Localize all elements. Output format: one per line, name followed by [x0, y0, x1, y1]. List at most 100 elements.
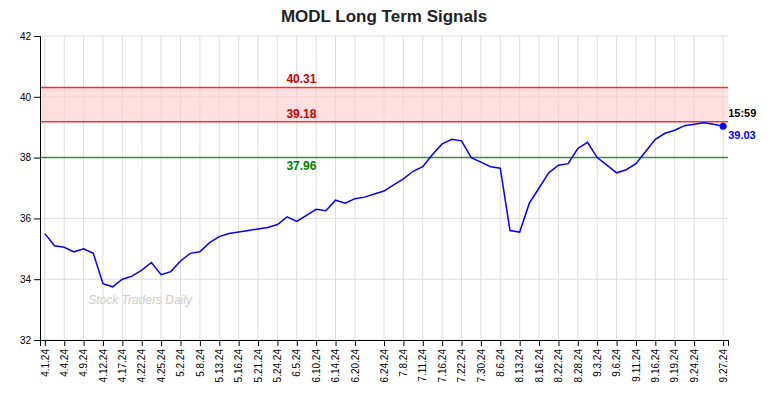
- tick-mark: [45, 340, 46, 346]
- grid-line: [635, 36, 636, 340]
- grid-line: [335, 36, 336, 340]
- reference-line: [40, 121, 728, 123]
- tick-mark: [316, 340, 317, 346]
- last-price: 39.03: [728, 129, 756, 141]
- tick-label: 5.8.24: [195, 349, 206, 377]
- tick-mark: [500, 340, 501, 346]
- grid-line: [44, 36, 45, 340]
- tick-label: 5.24.24: [272, 349, 283, 383]
- reference-label: 39.18: [286, 107, 316, 121]
- chart: 3234363840424.1.244.4.244.9.244.12.244.1…: [0, 0, 784, 398]
- grid-line: [674, 36, 675, 340]
- tick-mark: [200, 340, 201, 346]
- tick-mark: [258, 340, 259, 346]
- grid-line: [442, 36, 443, 340]
- reference-label: 37.96: [286, 159, 316, 173]
- tick: 4.17.24: [117, 340, 128, 382]
- tick-label: 7.16.24: [437, 349, 448, 383]
- tick-mark: [723, 340, 724, 346]
- tick-label: 5.21.24: [253, 349, 264, 383]
- tick: 4.4.24: [59, 340, 70, 377]
- tick-mark: [34, 36, 40, 37]
- tick: 4.22.24: [136, 340, 147, 382]
- tick: 7.30.24: [476, 340, 487, 382]
- tick-label: 9.6.24: [611, 349, 622, 377]
- tick-label: 38: [20, 152, 32, 163]
- tick-mark: [597, 340, 598, 346]
- tick: 8.6.24: [495, 340, 506, 377]
- grid-line: [40, 157, 728, 158]
- tick-label: 42: [20, 31, 32, 42]
- axis-line: [34, 37, 41, 341]
- tick-mark: [617, 340, 618, 346]
- tick: 5.24.24: [272, 340, 283, 382]
- tick: 7.16.24: [437, 340, 448, 382]
- grid-line: [655, 36, 656, 340]
- reference-label: 40.31: [286, 72, 316, 86]
- tick-label: 4.1.24: [40, 349, 51, 377]
- tick-mark: [297, 340, 298, 346]
- grid-line: [384, 36, 385, 340]
- axis-line: [41, 341, 729, 347]
- tick: 9.11.24: [631, 340, 642, 382]
- tick-label: 4.4.24: [59, 349, 70, 377]
- tick-mark: [355, 340, 356, 346]
- tick: 9.19.24: [669, 340, 680, 382]
- tick-mark: [219, 340, 220, 346]
- tick: 36: [20, 213, 40, 224]
- tick: 6.20.24: [350, 340, 361, 382]
- tick: 9.27.24: [718, 340, 729, 382]
- y-axis: 323436384042: [20, 31, 41, 346]
- tick: 6.24.24: [379, 340, 390, 382]
- tick-label: 9.19.24: [669, 349, 680, 383]
- tick-label: 6.5.24: [291, 349, 302, 377]
- tick-label: 34: [20, 274, 32, 285]
- grid-line: [64, 36, 65, 340]
- grid-line: [723, 36, 724, 340]
- tick: 6.5.24: [291, 340, 302, 377]
- last-dot: [720, 123, 727, 130]
- price-line: [45, 123, 723, 287]
- tick-label: 8.28.24: [573, 349, 584, 383]
- tick-label: 7.30.24: [476, 349, 487, 383]
- grid-line: [500, 36, 501, 340]
- reference-line: [40, 157, 728, 159]
- grid-line: [238, 36, 239, 340]
- tick-mark: [655, 340, 656, 346]
- tick: 4.9.24: [78, 340, 89, 377]
- tick-mark: [34, 97, 40, 98]
- x-axis: 4.1.244.4.244.9.244.12.244.17.244.22.244…: [40, 340, 729, 382]
- tick-label: 5.2.24: [175, 349, 186, 377]
- tick: 8.22.24: [553, 340, 564, 382]
- tick: 5.16.24: [233, 340, 244, 382]
- tick: 7.22.24: [456, 340, 467, 382]
- tick-label: 8.16.24: [534, 349, 545, 383]
- tick-mark: [558, 340, 559, 346]
- grid-line: [558, 36, 559, 340]
- tick-mark: [442, 340, 443, 346]
- tick: 38: [20, 152, 40, 163]
- tick-mark: [34, 340, 40, 341]
- grid-line: [258, 36, 259, 340]
- tick-mark: [462, 340, 463, 346]
- tick-label: 8.6.24: [495, 349, 506, 377]
- annotations: 40.3139.1837.9615:5939.03Stock Traders D…: [88, 72, 756, 306]
- grid-line: [422, 36, 423, 340]
- tick: 4.25.24: [156, 340, 167, 382]
- grid-line: [616, 36, 617, 340]
- tick-label: 4.25.24: [156, 349, 167, 383]
- tick-mark: [694, 340, 695, 346]
- tick: 34: [20, 274, 40, 285]
- tick-label: 4.9.24: [78, 349, 89, 377]
- tick-mark: [122, 340, 123, 346]
- tick-mark: [384, 340, 385, 346]
- tick-mark: [481, 340, 482, 346]
- tick-label: 9.11.24: [631, 349, 642, 382]
- tick-label: 6.20.24: [350, 349, 361, 383]
- tick: 5.8.24: [195, 340, 206, 377]
- last-time: 15:59: [728, 107, 756, 119]
- grid-line: [199, 36, 200, 340]
- tick-mark: [84, 340, 85, 346]
- grid-line: [83, 36, 84, 340]
- tick-mark: [239, 340, 240, 346]
